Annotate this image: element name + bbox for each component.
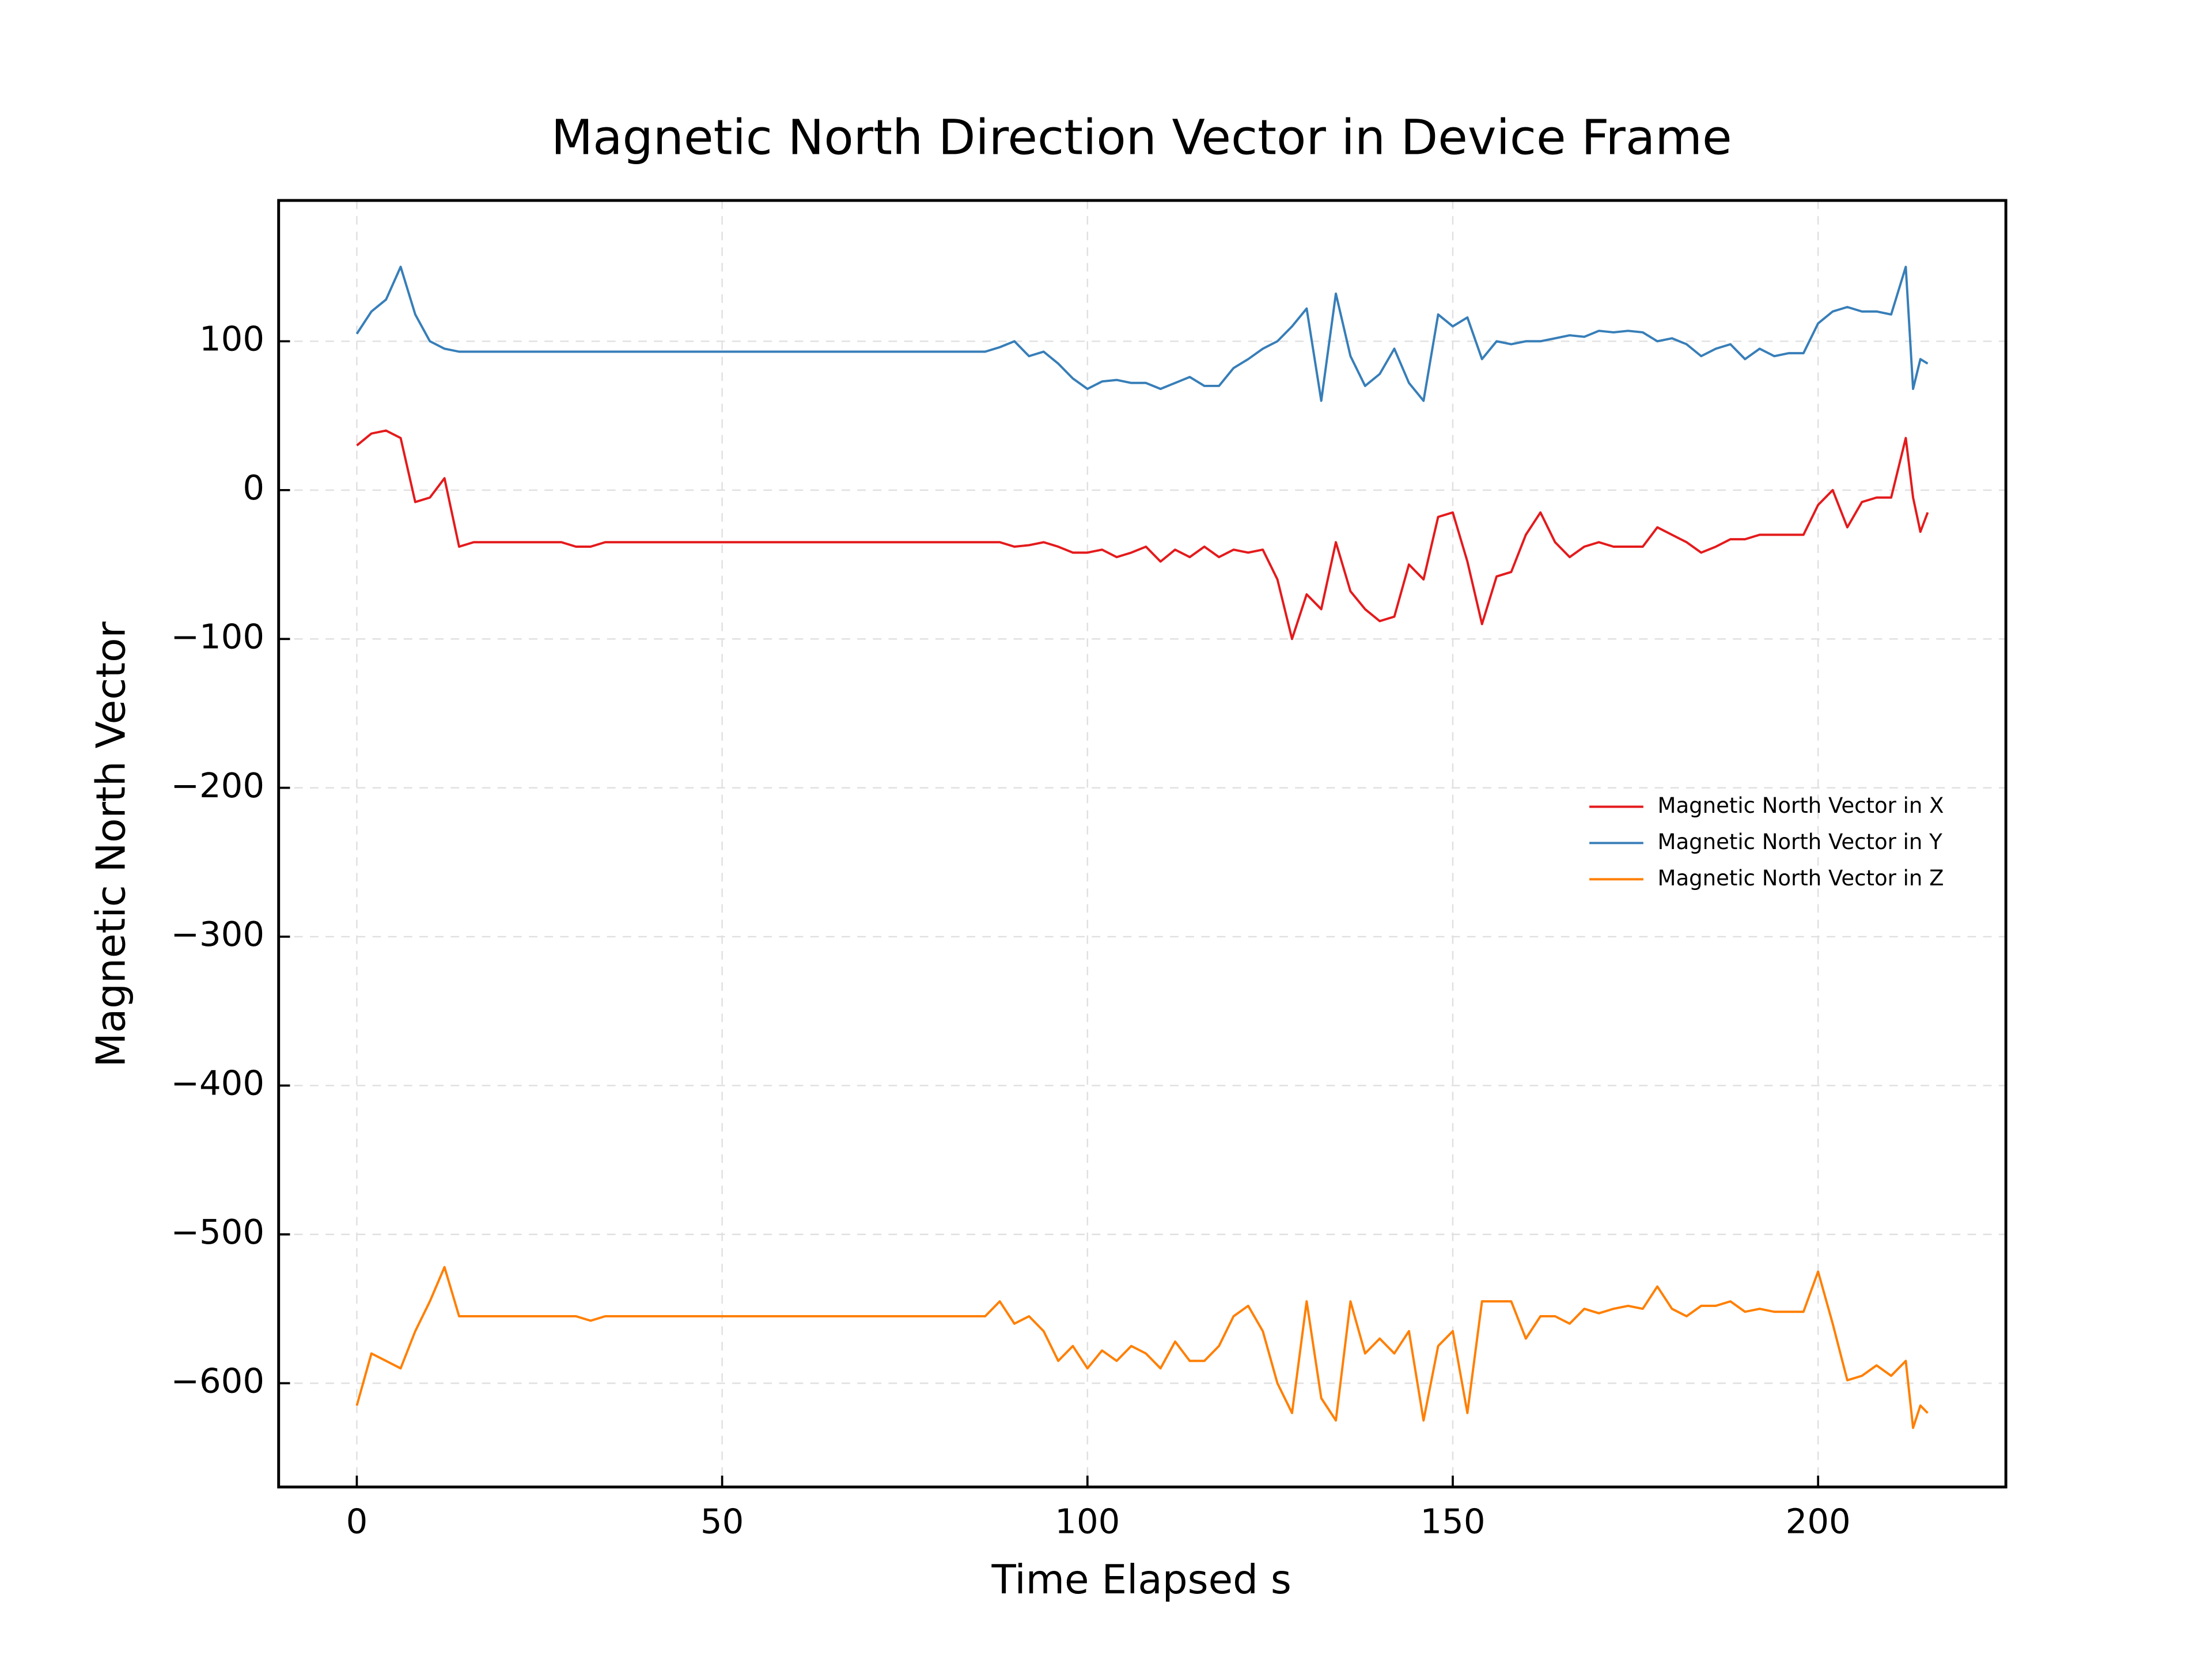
x-axis-label: Time Elapsed s [991, 1557, 1291, 1603]
legend-label: Magnetic North Vector in Z [1658, 866, 1944, 891]
x-tick-label: 200 [1786, 1502, 1851, 1541]
y-tick-label: 100 [199, 319, 264, 359]
legend-label: Magnetic North Vector in X [1658, 793, 1944, 818]
plot-frame [277, 199, 2008, 1488]
x-tick-label: 150 [1420, 1502, 1485, 1541]
y-tick-label: −300 [171, 914, 264, 954]
y-tick-label: −100 [171, 616, 264, 656]
x-tick-label: 100 [1055, 1502, 1120, 1541]
y-tick-label: −600 [171, 1361, 264, 1400]
data-line [356, 429, 1929, 641]
y-tick-label: −500 [171, 1212, 264, 1252]
y-tick-label: −200 [171, 766, 264, 805]
y-axis-label: Magnetic North Vector [88, 621, 134, 1067]
x-tick-label: 50 [700, 1502, 744, 1541]
data-line [355, 266, 1929, 402]
data-line [355, 1266, 1929, 1429]
chart-title: Magnetic North Direction Vector in Devic… [551, 109, 1732, 165]
y-tick-label: 0 [243, 468, 264, 507]
legend: Magnetic North Vector in X Magnetic North… [1589, 793, 1944, 891]
x-tick-label: 0 [346, 1502, 368, 1541]
y-tick-label: −400 [171, 1063, 264, 1103]
legend-label: Magnetic North Vector in Y [1658, 830, 1943, 854]
